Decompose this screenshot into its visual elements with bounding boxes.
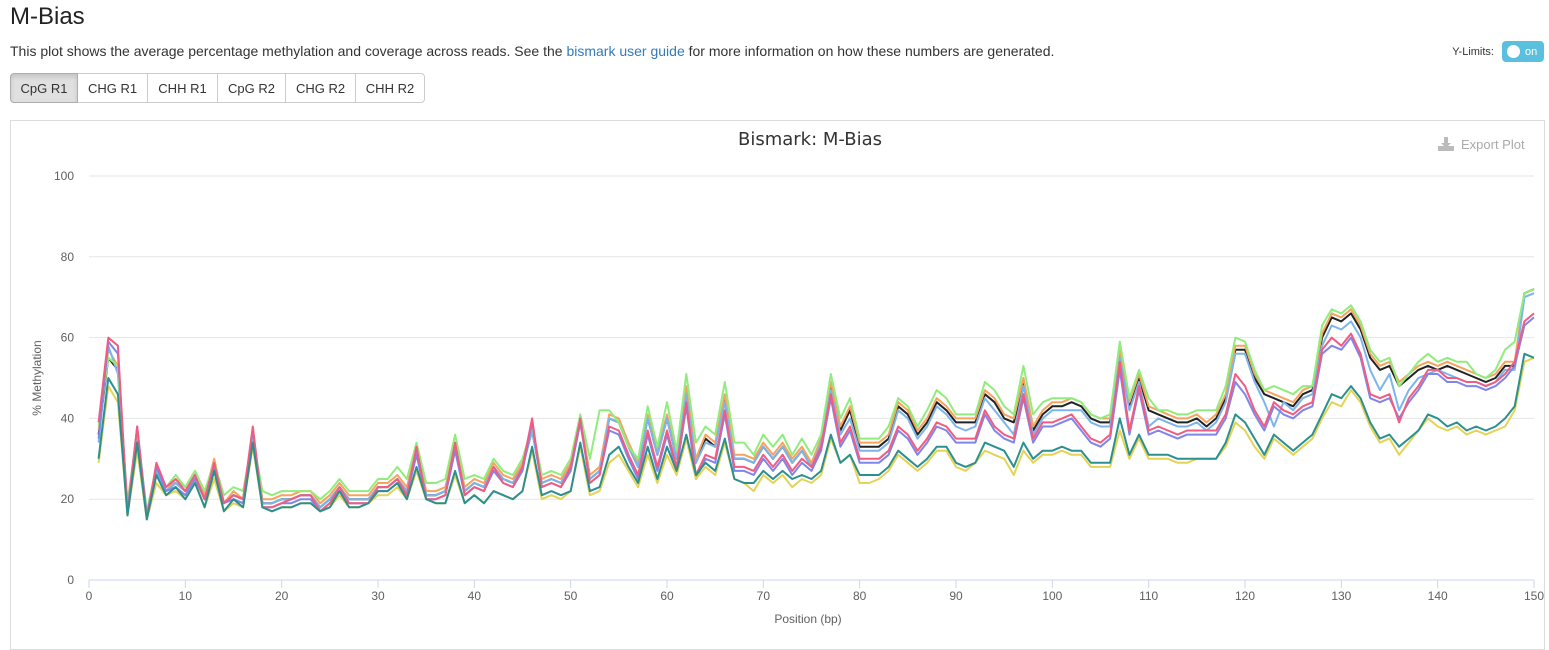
series-line-3[interactable] bbox=[97, 292, 1535, 517]
tab-chg-r1[interactable]: CHG R1 bbox=[78, 73, 148, 103]
y-tick-label: 40 bbox=[61, 411, 75, 425]
series-line-4[interactable] bbox=[97, 288, 1535, 513]
tab-cpg-r1[interactable]: CpG R1 bbox=[10, 73, 78, 103]
x-tick-label: 30 bbox=[371, 589, 385, 603]
y-tick-label: 20 bbox=[61, 492, 75, 506]
y-axis-label: % Methylation bbox=[30, 340, 44, 415]
series-lines bbox=[97, 288, 1535, 521]
toggle-state-text: on bbox=[1525, 45, 1538, 58]
y-limits-control: Y-Limits: on bbox=[1452, 41, 1544, 62]
mbias-chart: Bismark: M-Bias 0 20 40 60 80 100 0 10 20 30 40 50… bbox=[30, 129, 1544, 626]
x-tick-label: 80 bbox=[853, 589, 867, 603]
page-title: M-Bias bbox=[10, 3, 85, 30]
x-tick-label: 130 bbox=[1331, 589, 1351, 603]
x-tick-label: 150 bbox=[1524, 589, 1544, 603]
tab-chh-r2[interactable]: CHH R2 bbox=[356, 73, 425, 103]
x-tick-label: 10 bbox=[179, 589, 193, 603]
x-tick-labels: 0 10 20 30 40 50 60 70 80 90 100 110 120 130 140 150 bbox=[86, 580, 1544, 603]
dataset-tabs: CpG R1 CHG R1 CHH R1 CpG R2 CHG R2 CHH R… bbox=[10, 73, 425, 103]
y-limits-toggle[interactable]: on bbox=[1502, 41, 1544, 62]
series-line-1[interactable] bbox=[97, 288, 1535, 517]
series-line-8[interactable] bbox=[97, 352, 1535, 521]
download-icon bbox=[1438, 137, 1454, 151]
series-line-6[interactable] bbox=[97, 312, 1535, 521]
y-tick-label: 100 bbox=[54, 169, 74, 183]
series-line-2[interactable] bbox=[97, 288, 1535, 517]
description-text: This plot shows the average percentage m… bbox=[10, 43, 567, 59]
bismark-user-guide-link[interactable]: bismark user guide bbox=[566, 43, 685, 59]
export-plot-label: Export Plot bbox=[1461, 136, 1525, 152]
x-tick-label: 70 bbox=[757, 589, 771, 603]
y-tick-label: 60 bbox=[61, 331, 75, 345]
x-tick-label: 120 bbox=[1235, 589, 1255, 603]
y-tick-labels: 0 20 40 60 80 100 bbox=[54, 169, 74, 587]
y-tick-label: 80 bbox=[61, 250, 75, 264]
x-tick-label: 0 bbox=[86, 589, 93, 603]
x-tick-label: 50 bbox=[564, 589, 578, 603]
x-tick-label: 40 bbox=[468, 589, 482, 603]
series-line-7[interactable] bbox=[97, 356, 1535, 521]
export-plot-button[interactable]: Export Plot bbox=[1437, 136, 1525, 152]
description: This plot shows the average percentage m… bbox=[10, 43, 1054, 59]
chart-title: Bismark: M-Bias bbox=[738, 129, 882, 150]
x-tick-label: 20 bbox=[275, 589, 289, 603]
tab-chg-r2[interactable]: CHG R2 bbox=[286, 73, 356, 103]
x-tick-label: 140 bbox=[1428, 589, 1448, 603]
x-tick-label: 110 bbox=[1139, 589, 1158, 603]
y-tick-label: 0 bbox=[67, 573, 74, 587]
tab-cpg-r2[interactable]: CpG R2 bbox=[218, 73, 286, 103]
description-text-end: for more information on how these number… bbox=[684, 43, 1055, 59]
x-axis-label: Position (bp) bbox=[774, 612, 841, 626]
x-tick-label: 60 bbox=[660, 589, 674, 603]
x-tick-label: 90 bbox=[949, 589, 963, 603]
y-limits-label: Y-Limits: bbox=[1452, 45, 1494, 58]
tab-chh-r1[interactable]: CHH R1 bbox=[148, 73, 218, 103]
toggle-knob bbox=[1507, 45, 1520, 58]
x-tick-label: 100 bbox=[1042, 589, 1062, 603]
